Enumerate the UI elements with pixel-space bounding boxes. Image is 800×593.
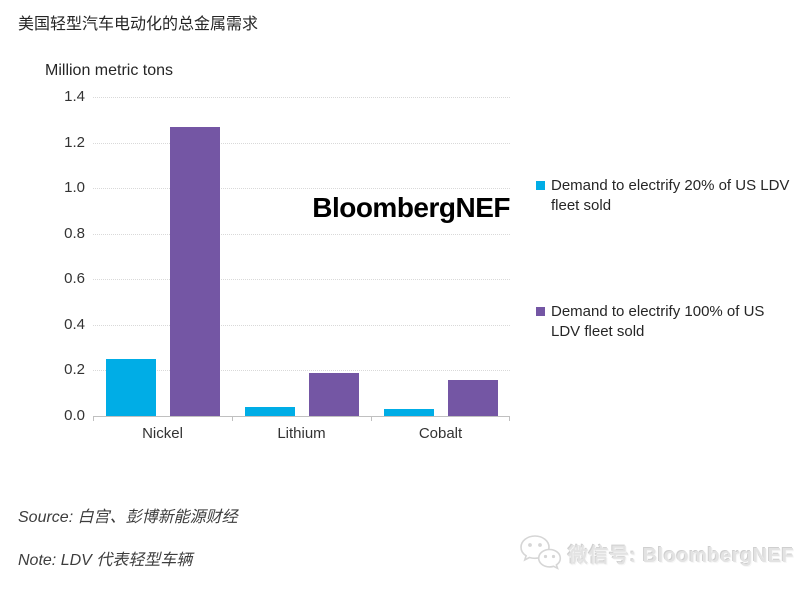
wechat-badge: 微信号: BloombergNEF	[518, 532, 794, 574]
gridline	[93, 324, 510, 326]
bars-row	[93, 97, 510, 416]
bar	[447, 379, 498, 416]
y-tick-label: 0.2	[64, 361, 85, 379]
bar-group	[232, 97, 371, 416]
x-category-label: Nickel	[142, 425, 183, 442]
bar-group	[371, 97, 510, 416]
y-axis-labels: 1.4 1.2 1.0 0.8 0.6 0.4 0.2 0.0	[38, 88, 85, 424]
y-tick-label: 0.8	[64, 224, 85, 242]
legend-swatch-100pct	[536, 307, 545, 316]
gridline	[93, 97, 510, 98]
y-tick-label: 1.2	[64, 133, 85, 151]
source-label: Source:	[18, 509, 74, 526]
bar-group	[93, 97, 232, 416]
watermark-logo: BloombergNEF	[312, 192, 510, 223]
x-axis-tick	[232, 416, 233, 421]
note-line: Note: LDV 代表轻型车辆	[18, 546, 192, 570]
chart-title: 美国轻型汽车电动化的总金属需求	[18, 16, 259, 33]
gridline	[93, 142, 510, 144]
x-axis-labels: Nickel Lithium Cobalt	[93, 425, 510, 442]
y-tick-label: 1.4	[64, 88, 85, 105]
source-text: 白宫、彭博新能源财经	[77, 509, 238, 526]
gridline	[93, 188, 510, 190]
bar	[383, 409, 434, 416]
y-axis-title: Million metric tons	[45, 62, 174, 79]
x-axis-tick	[509, 416, 510, 421]
plot-area	[93, 97, 510, 421]
x-category-label: Cobalt	[418, 425, 463, 442]
y-tick-label: 0.4	[64, 315, 85, 333]
gridline	[93, 233, 510, 235]
wechat-icon	[520, 535, 562, 570]
x-axis-line	[93, 416, 510, 417]
bar	[105, 359, 156, 416]
note-text: LDV 代表轻型车辆	[60, 552, 193, 569]
note-label: Note:	[18, 552, 57, 569]
legend-label-100pct: Demand to electrify 100% of US LDV fleet…	[551, 303, 765, 340]
legend-item-20pct: Demand to electrify 20% of US LDV fleet …	[536, 176, 790, 216]
x-axis-tick	[93, 416, 94, 421]
x-category-label: Lithium	[277, 425, 326, 442]
legend-label-20pct: Demand to electrify 20% of US LDV fleet …	[551, 177, 790, 214]
wechat-id-text: 微信号: BloombergNEF	[568, 544, 795, 567]
y-tick-label: 1.0	[64, 179, 85, 197]
x-axis-tick	[371, 416, 372, 421]
y-tick-label: 0.0	[64, 407, 85, 424]
bar	[244, 406, 295, 416]
legend-item-100pct: Demand to electrify 100% of US LDV fleet…	[536, 302, 790, 342]
y-tick-label: 0.6	[64, 270, 85, 288]
source-line: Source: 白宫、彭博新能源财经	[18, 503, 238, 527]
bar	[169, 126, 220, 416]
gridline	[93, 279, 510, 281]
gridline	[93, 370, 510, 372]
bar	[308, 372, 359, 416]
legend-swatch-20pct	[536, 181, 545, 190]
